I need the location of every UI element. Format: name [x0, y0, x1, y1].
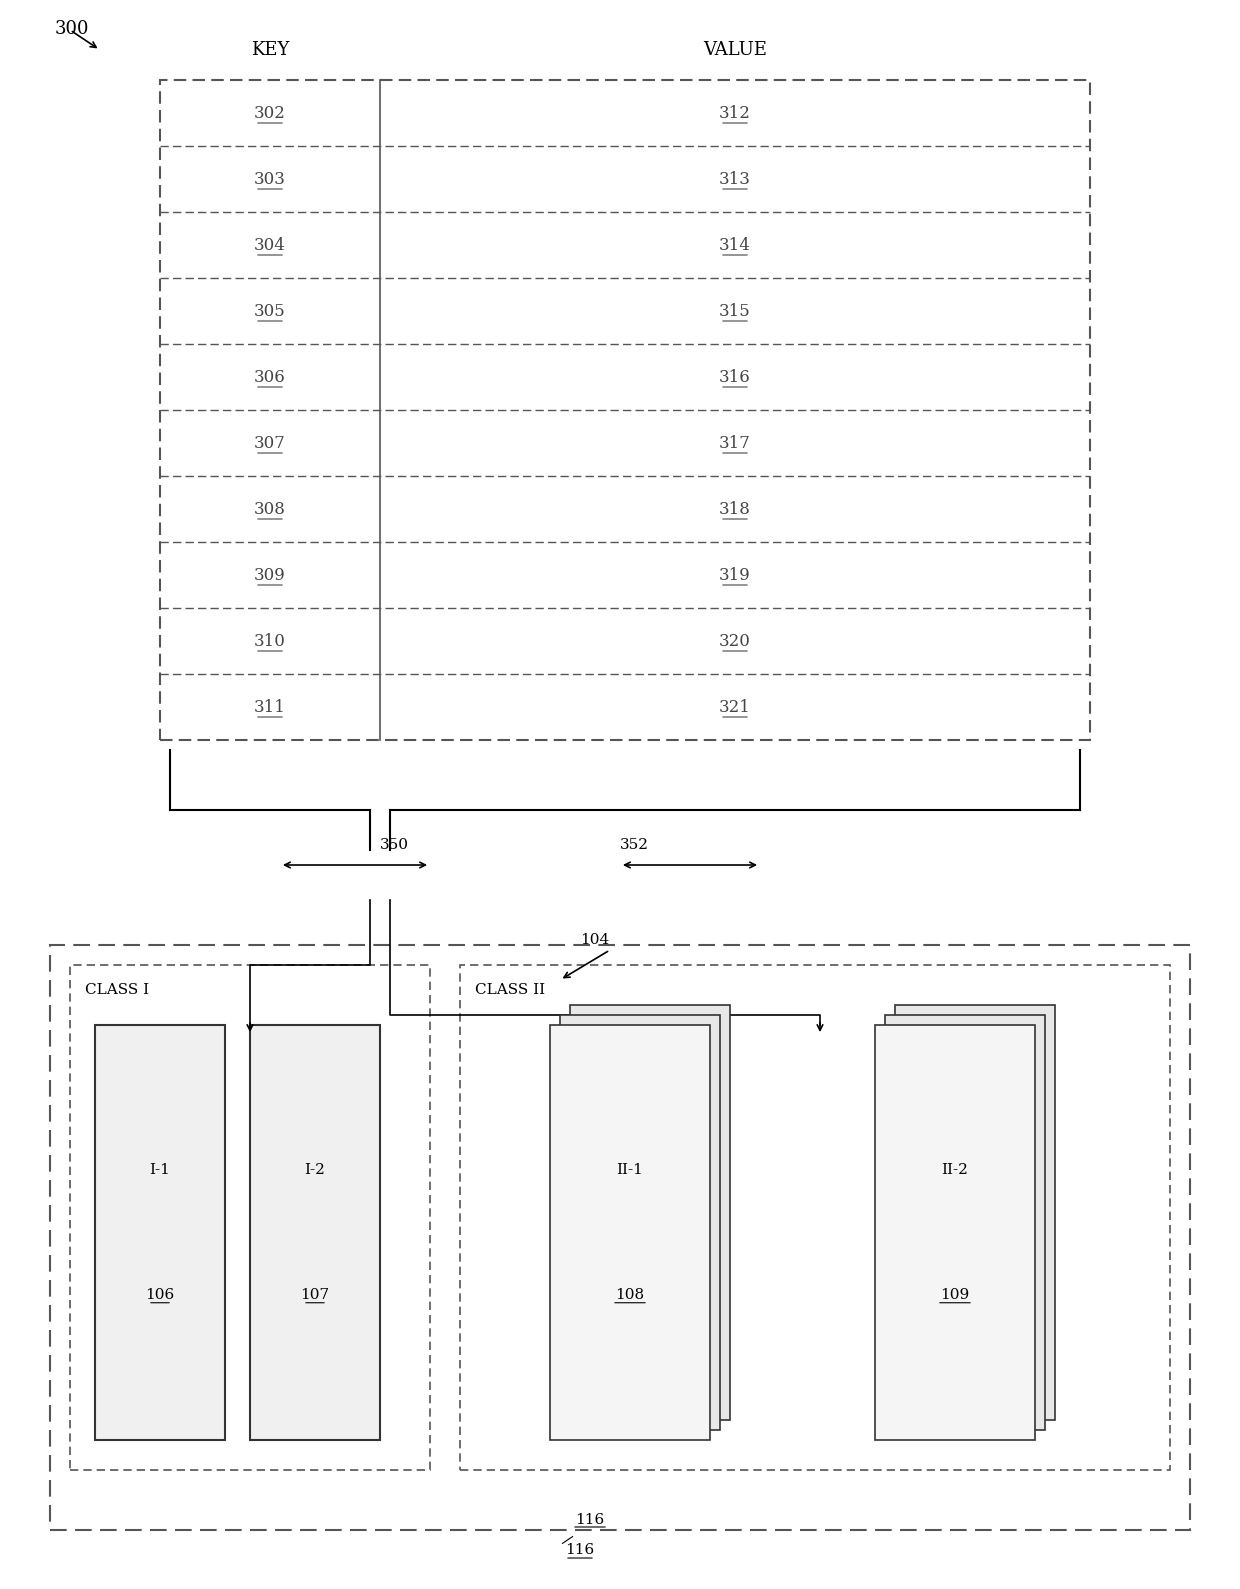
Bar: [895, 1004, 1055, 1421]
Text: 314: 314: [719, 237, 751, 254]
Text: VALUE: VALUE: [703, 41, 768, 59]
Text: 318: 318: [719, 501, 751, 518]
Text: 310: 310: [254, 632, 286, 650]
Text: 307: 307: [254, 434, 286, 451]
Text: 313: 313: [719, 170, 751, 188]
Text: II-2: II-2: [941, 1163, 968, 1177]
Text: 315: 315: [719, 302, 751, 319]
Text: 321: 321: [719, 699, 751, 715]
Text: 116: 116: [575, 1513, 605, 1527]
Bar: [95, 1025, 224, 1440]
Text: 107: 107: [300, 1287, 330, 1301]
Text: 316: 316: [719, 369, 751, 386]
Text: 352: 352: [620, 837, 649, 852]
Text: 320: 320: [719, 632, 751, 650]
Text: 300: 300: [55, 21, 89, 38]
Bar: [460, 965, 1171, 1470]
Text: 303: 303: [254, 170, 286, 188]
Bar: [570, 1004, 730, 1421]
Text: 108: 108: [615, 1287, 645, 1301]
Text: 116: 116: [565, 1543, 595, 1557]
Text: 302: 302: [254, 105, 286, 121]
Text: KEY: KEY: [250, 41, 289, 59]
Text: I-2: I-2: [305, 1163, 325, 1177]
Text: 304: 304: [254, 237, 286, 254]
Text: 104: 104: [580, 933, 609, 947]
Text: 317: 317: [719, 434, 751, 451]
Text: 312: 312: [719, 105, 751, 121]
Bar: [885, 1015, 1045, 1430]
Text: 350: 350: [379, 837, 409, 852]
Bar: [551, 1025, 711, 1440]
Bar: [50, 945, 1190, 1530]
Bar: [160, 79, 1090, 740]
Text: II-1: II-1: [616, 1163, 644, 1177]
Text: CLASS II: CLASS II: [475, 984, 546, 996]
Bar: [875, 1025, 1035, 1440]
Bar: [69, 965, 430, 1470]
Text: 306: 306: [254, 369, 286, 386]
Bar: [250, 1025, 379, 1440]
Bar: [560, 1015, 720, 1430]
Text: I-1: I-1: [150, 1163, 170, 1177]
Text: 319: 319: [719, 567, 751, 583]
Text: 311: 311: [254, 699, 286, 715]
Text: 106: 106: [145, 1287, 175, 1301]
Text: 109: 109: [940, 1287, 970, 1301]
Text: CLASS I: CLASS I: [86, 984, 149, 996]
Text: 305: 305: [254, 302, 286, 319]
Text: 308: 308: [254, 501, 286, 518]
Text: 309: 309: [254, 567, 286, 583]
